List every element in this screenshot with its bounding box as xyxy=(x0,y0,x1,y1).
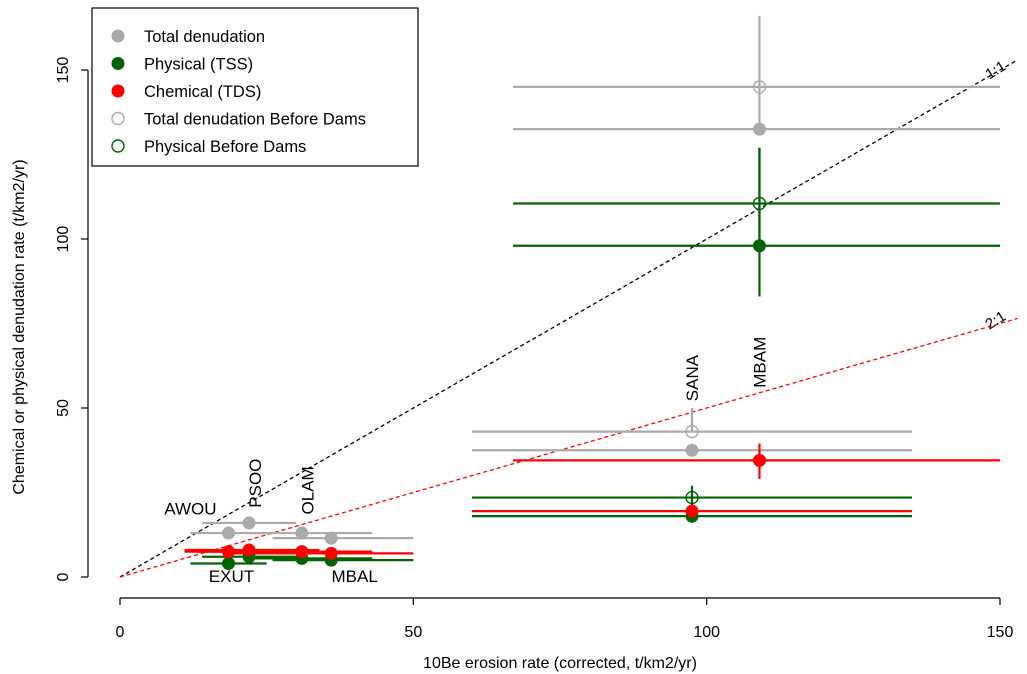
data-point xyxy=(324,531,338,545)
site-label: SANA xyxy=(683,354,702,401)
legend-entry: Total denudation Before Dams xyxy=(144,111,366,129)
y-tick-label: 100 xyxy=(55,226,72,253)
x-axis-title: 10Be erosion rate (corrected, t/km2/yr) xyxy=(423,655,697,672)
reference-line-label: 2:1 xyxy=(982,308,1009,333)
data-point-open xyxy=(685,424,699,439)
legend-marker xyxy=(111,57,125,70)
data-point xyxy=(222,545,236,559)
data-point-open xyxy=(685,490,699,505)
legend-entry: Physical (TSS) xyxy=(144,56,253,74)
data-point xyxy=(295,526,309,540)
legend-box xyxy=(91,7,419,167)
y-tick-label: 50 xyxy=(55,399,72,417)
legend-marker xyxy=(111,84,125,98)
reference-line-1 xyxy=(119,59,1018,578)
reference-line-2 xyxy=(119,317,1018,578)
x-tick-label: 0 xyxy=(116,624,125,641)
x-tick-label: 150 xyxy=(987,624,1014,641)
legend-entry: Physical Before Dams xyxy=(144,138,306,156)
site-label: EXUT xyxy=(209,567,254,586)
legend-marker xyxy=(111,111,125,126)
data-point xyxy=(752,239,766,253)
site-label: PSOO xyxy=(246,459,265,508)
reference-line-label: 1:1 xyxy=(982,58,1009,83)
legend-marker xyxy=(111,29,125,43)
site-label: AWOU xyxy=(164,499,216,518)
data-point xyxy=(752,122,766,136)
legend-marker xyxy=(111,139,125,153)
data-point xyxy=(295,545,309,559)
data-point-open xyxy=(752,196,767,211)
data-point xyxy=(222,526,236,540)
data-point xyxy=(685,504,699,518)
legend-entry: Chemical (TDS) xyxy=(144,83,261,101)
site-label: MBAM xyxy=(750,337,769,388)
data-point xyxy=(242,516,256,530)
data-point xyxy=(222,556,236,570)
y-tick-label: 0 xyxy=(55,572,72,581)
data-point xyxy=(752,453,766,467)
site-label: MBAL xyxy=(332,567,378,586)
data-point xyxy=(685,443,699,457)
legend-entry: Total denudation xyxy=(144,28,265,46)
y-axis-title: Chemical or physical denudation rate (t/… xyxy=(11,159,28,494)
data-point xyxy=(324,546,338,560)
site-label: OLAM xyxy=(299,466,318,514)
data-point-open xyxy=(752,80,767,94)
x-tick-label: 100 xyxy=(693,624,720,641)
x-tick-label: 50 xyxy=(404,624,422,641)
data-point xyxy=(242,543,256,557)
y-tick-label: 150 xyxy=(55,57,72,84)
